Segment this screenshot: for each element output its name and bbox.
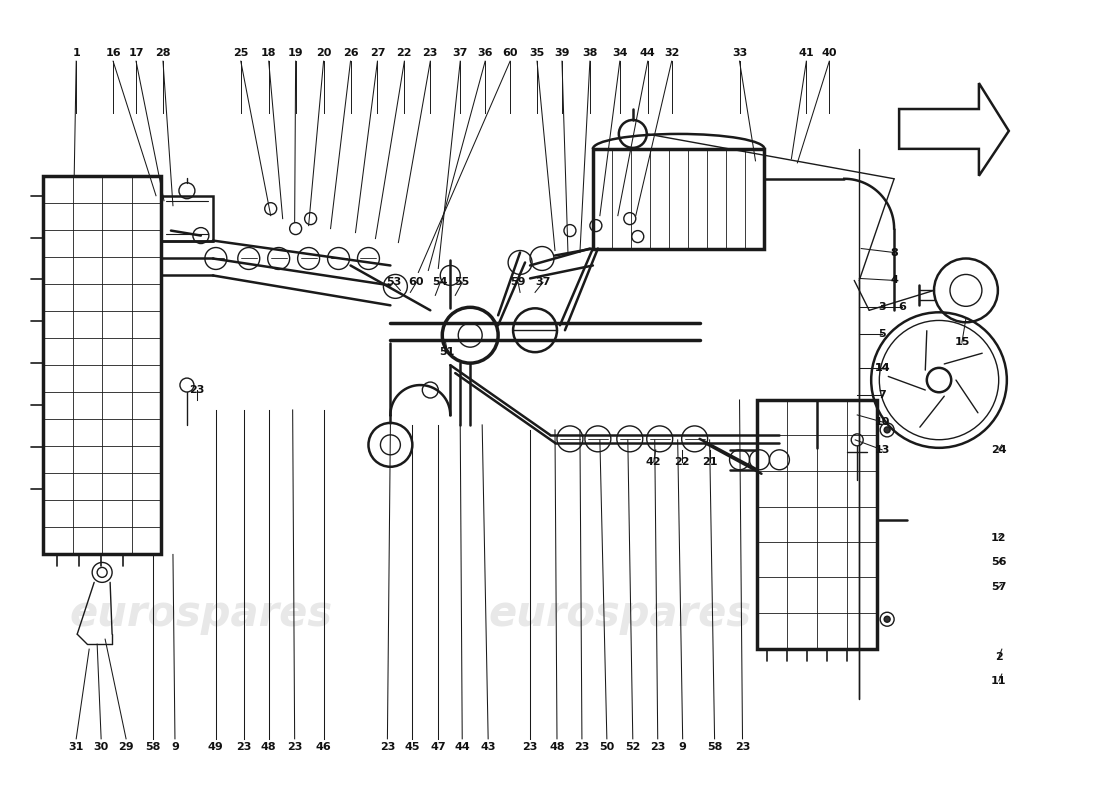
Text: 13: 13 [874,445,890,455]
Text: 37: 37 [452,48,468,58]
Text: 47: 47 [430,742,447,752]
Text: 23: 23 [522,742,538,752]
Text: 60: 60 [408,278,425,287]
Text: 6: 6 [899,302,906,312]
Bar [161,196,213,241]
Text: 38: 38 [582,48,597,58]
Text: 22: 22 [674,457,690,466]
Text: 15: 15 [955,338,969,347]
Text: 60: 60 [503,48,518,58]
Text: 35: 35 [529,48,544,58]
Polygon shape [899,83,1009,176]
Text: 14: 14 [874,363,890,373]
Text: 43: 43 [481,742,496,752]
Text: 29: 29 [119,742,134,752]
Text: 8: 8 [890,247,898,258]
Text: 27: 27 [370,48,385,58]
Text: 9: 9 [679,742,686,752]
Text: 17: 17 [129,48,144,58]
Text: 23: 23 [650,742,666,752]
Text: 26: 26 [343,48,359,58]
Text: 50: 50 [600,742,615,752]
Text: 58: 58 [145,742,161,752]
Text: 44: 44 [640,48,656,58]
Text: 11: 11 [991,676,1006,686]
Text: 34: 34 [612,48,628,58]
Text: 24: 24 [991,445,1006,455]
Text: 39: 39 [554,48,570,58]
Text: 20: 20 [316,48,331,58]
Text: 18: 18 [261,48,276,58]
Text: 23: 23 [236,742,252,752]
Text: 10: 10 [874,417,890,427]
Text: 21: 21 [702,457,717,466]
Text: 14: 14 [874,363,890,373]
Text: 16: 16 [106,48,121,58]
Circle shape [884,616,890,622]
Text: 23: 23 [287,742,303,752]
Bar [593,149,764,249]
Text: 36: 36 [477,48,493,58]
Text: 23: 23 [379,742,395,752]
Text: 41: 41 [799,48,814,58]
Text: 48: 48 [261,742,276,752]
Text: 22: 22 [397,48,412,58]
Text: 3: 3 [878,302,886,312]
Text: 57: 57 [991,582,1006,592]
Text: 19: 19 [288,48,304,58]
Text: 59: 59 [510,278,526,287]
Text: eurospares: eurospares [69,594,332,635]
Text: 42: 42 [646,457,661,466]
Text: 31: 31 [68,742,84,752]
Text: 12: 12 [991,533,1006,542]
Text: 5: 5 [878,330,886,339]
Text: 46: 46 [316,742,331,752]
Text: 51: 51 [440,347,455,357]
Text: 48: 48 [549,742,564,752]
Text: 28: 28 [155,48,170,58]
Text: 58: 58 [707,742,723,752]
Text: 49: 49 [208,742,223,752]
Text: 53: 53 [386,278,402,287]
Circle shape [97,567,107,578]
Text: 23: 23 [189,385,205,395]
Circle shape [884,427,890,433]
Text: 52: 52 [625,742,640,752]
Text: 23: 23 [574,742,590,752]
Bar [758,400,877,649]
Text: 2: 2 [996,652,1003,662]
Text: 7: 7 [878,390,886,400]
Text: 55: 55 [454,278,470,287]
Text: 40: 40 [822,48,837,58]
Text: 25: 25 [233,48,249,58]
Text: 4: 4 [890,275,898,286]
Text: eurospares: eurospares [488,594,751,635]
Text: 44: 44 [454,742,470,752]
Text: 23: 23 [422,48,438,58]
Text: 56: 56 [991,558,1006,567]
Bar [43,176,161,554]
Text: 32: 32 [664,48,680,58]
Text: 33: 33 [732,48,747,58]
Text: 9: 9 [170,742,179,752]
Text: 45: 45 [405,742,420,752]
Text: 37: 37 [536,278,551,287]
Text: 23: 23 [735,742,750,752]
Text: 54: 54 [432,278,448,287]
Text: 1: 1 [73,48,80,58]
Text: 30: 30 [94,742,109,752]
